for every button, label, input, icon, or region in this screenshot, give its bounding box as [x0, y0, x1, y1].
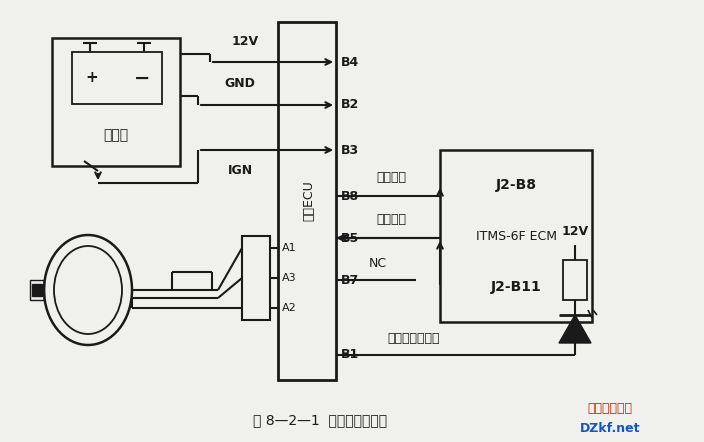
- Text: J2-B11: J2-B11: [491, 280, 541, 294]
- Bar: [52, 38, 180, 166]
- Bar: [30, 280, 44, 300]
- Text: 蓄电池: 蓄电池: [103, 128, 129, 142]
- Text: IGN: IGN: [227, 164, 253, 177]
- Text: DZkf.net: DZkf.net: [580, 422, 640, 434]
- Text: A1: A1: [282, 243, 296, 253]
- Text: ITMS-6F ECM: ITMS-6F ECM: [475, 229, 556, 243]
- Text: B3: B3: [341, 144, 359, 156]
- Bar: [278, 22, 336, 380]
- Bar: [72, 52, 162, 104]
- Text: 防盗ECU: 防盗ECU: [303, 181, 315, 221]
- Polygon shape: [559, 315, 591, 343]
- Text: B4: B4: [341, 56, 359, 69]
- Bar: [242, 236, 270, 320]
- Text: B5: B5: [341, 232, 359, 244]
- Text: 12V: 12V: [232, 35, 258, 48]
- Text: A3: A3: [282, 273, 296, 283]
- Text: B8: B8: [341, 190, 359, 202]
- Text: J2-B8: J2-B8: [496, 178, 536, 192]
- Bar: [563, 260, 587, 300]
- Bar: [32, 284, 42, 296]
- Text: B7: B7: [341, 274, 359, 286]
- Text: 密码请求: 密码请求: [376, 213, 406, 226]
- Text: 12V: 12V: [561, 225, 589, 238]
- Text: +: +: [86, 71, 99, 85]
- Text: 电子开发社区: 电子开发社区: [588, 401, 632, 415]
- Text: NC: NC: [369, 257, 387, 270]
- Text: 诊断发光二极管: 诊断发光二极管: [388, 332, 440, 345]
- Text: B1: B1: [341, 348, 359, 362]
- Text: GND: GND: [225, 77, 256, 90]
- Text: B2: B2: [341, 99, 359, 111]
- Text: 图 8—2—1  防盗系统电路图: 图 8—2—1 防盗系统电路图: [253, 413, 387, 427]
- Text: 密码输出: 密码输出: [376, 171, 406, 184]
- Bar: [440, 150, 592, 322]
- Text: A2: A2: [282, 303, 297, 313]
- Text: −: −: [134, 69, 150, 88]
